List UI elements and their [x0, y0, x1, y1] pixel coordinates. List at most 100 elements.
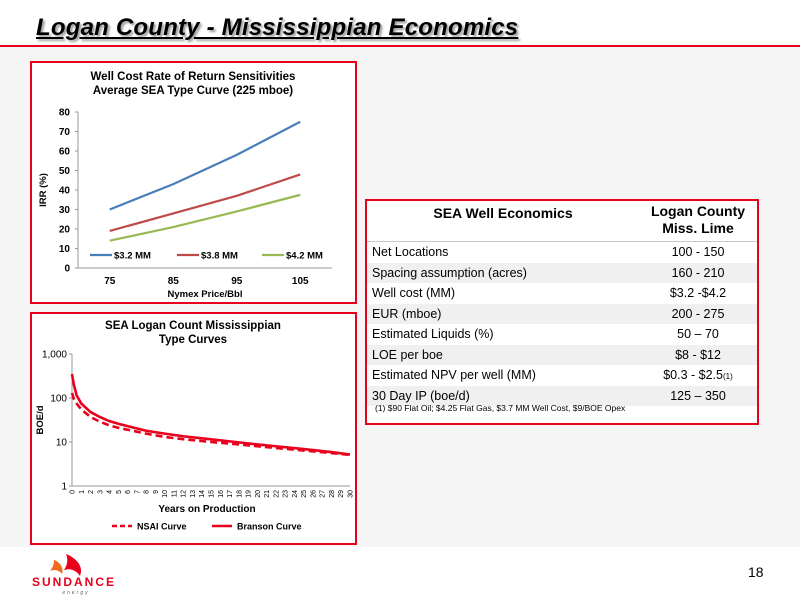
series-line	[109, 173, 301, 233]
y-tick-label: 10	[56, 438, 68, 449]
table-row-value: $8 - $12	[675, 347, 721, 362]
table-footnote: (1) $90 Flat Oil; $4.25 Flat Gas, $3.7 M…	[375, 403, 626, 413]
table-row-label: Net Locations	[372, 245, 449, 260]
table-row-label: Estimated Liquids (%)	[372, 327, 494, 342]
table-body: Net Locations 100 - 150 Spacing assumption…	[367, 242, 757, 406]
x-tick-label: 1	[79, 490, 86, 494]
table-row-label: Well cost (MM)	[372, 286, 456, 301]
x-axis-label: Years on Production	[158, 504, 255, 515]
chart-subtitle: Average SEA Type Curve (225 mboe)	[93, 85, 293, 97]
table-row-label: LOE per boe	[372, 347, 443, 362]
table-header-right: Logan County Miss. Lime	[639, 201, 757, 241]
x-tick-label: 18	[236, 490, 243, 498]
x-tick-label: 26	[310, 490, 317, 498]
table-row: Net Locations 100 - 150	[367, 242, 757, 263]
slide-title: Logan County - Mississippian Economics	[36, 14, 519, 41]
table-row-label: EUR (mboe)	[372, 306, 442, 321]
x-tick-label: 27	[320, 490, 327, 498]
sun-flame-icon	[50, 554, 82, 576]
irr-chart: Well Cost Rate of Return Sensitivities Av…	[38, 71, 332, 300]
x-tick-label: 21	[264, 490, 271, 498]
chart-title: Well Cost Rate of Return Sensitivities	[91, 71, 296, 83]
chart-title: SEA Logan Count Mississippian	[105, 320, 281, 332]
y-tick-label: 40	[59, 186, 71, 197]
x-axis-label: Nymex Price/Bbl	[168, 289, 243, 300]
table-row: Well cost (MM) $3.2 -$4.2	[367, 283, 757, 304]
table-header-left: SEA Well Economics	[433, 205, 573, 221]
type-curve-chart: SEA Logan Count Mississippian Type Curves…	[35, 320, 355, 532]
y-tick-label: 100	[50, 394, 67, 405]
chart-subtitle: Type Curves	[159, 334, 227, 346]
table-row-value: 100 - 150	[671, 245, 725, 260]
y-tick-label: 1,000	[42, 350, 67, 361]
series-line	[70, 392, 351, 457]
y-tick-label: 60	[59, 147, 71, 158]
x-tick-label: 17	[227, 490, 234, 498]
x-tick-label: 13	[190, 490, 197, 498]
legend-label: $3.2 MM	[114, 251, 151, 262]
table-row: Spacing assumption (acres) 160 - 210	[367, 262, 757, 283]
x-tick-label: 12	[181, 490, 188, 498]
x-tick-label: 16	[218, 490, 225, 498]
x-tick-label: 25	[301, 490, 308, 498]
x-tick-label: 75	[104, 276, 116, 287]
title-rule	[0, 45, 800, 47]
table-header: SEA Well Economics Logan County Miss. Li…	[367, 201, 757, 242]
x-tick-label: 85	[168, 276, 180, 287]
series-line	[109, 120, 301, 211]
y-tick-label: 20	[59, 225, 71, 236]
table-header-right-line1: Logan County	[650, 203, 746, 219]
x-tick-label: 30	[348, 490, 355, 498]
well-economics-table: SEA Well Economics Logan County Miss. Li…	[365, 199, 759, 425]
x-tick-label: 20	[255, 490, 262, 498]
table-row-value: $0.3 - $2.5(1)	[663, 368, 733, 383]
table-row: LOE per boe $8 - $12	[367, 344, 757, 365]
irr-chart-panel: Well Cost Rate of Return Sensitivities Av…	[30, 61, 357, 304]
table-row: Estimated Liquids (%) 50 – 70	[367, 324, 757, 345]
x-tick-label: 8	[144, 490, 151, 494]
x-tick-label: 14	[199, 490, 206, 498]
sundance-logo: SUNDANCE energy	[32, 554, 116, 596]
x-tick-label: 7	[134, 490, 141, 494]
x-tick-label: 22	[273, 490, 280, 498]
x-tick-label: 28	[329, 490, 336, 498]
y-axis-label: IRR (%)	[38, 173, 49, 207]
x-tick-label: 95	[231, 276, 243, 287]
table-row-label: Spacing assumption (acres)	[372, 265, 527, 280]
series-line	[109, 193, 301, 242]
table-row-note: (1)	[722, 372, 733, 382]
logo-subtext: energy	[62, 590, 89, 596]
x-tick-label: 0	[70, 490, 77, 494]
x-tick-label: 4	[107, 490, 114, 494]
table-row: 30 Day IP (boe/d) 125 – 350	[367, 385, 757, 406]
table-row-label: Estimated NPV per well (MM)	[372, 368, 536, 383]
y-tick-label: 70	[59, 127, 71, 138]
x-tick-label: 5	[116, 490, 123, 494]
table-row-value: 200 - 275	[671, 306, 725, 321]
x-tick-label: 9	[153, 490, 160, 494]
logo-wordmark: SUNDANCE	[32, 575, 116, 589]
type-curve-chart-panel: SEA Logan Count Mississippian Type Curves…	[30, 312, 357, 545]
x-tick-label: 2	[88, 490, 95, 494]
y-axis-label: BOE/d	[35, 405, 46, 434]
table-row-value: 160 - 210	[671, 265, 725, 280]
x-tick-label: 11	[171, 490, 178, 497]
x-tick-label: 10	[162, 490, 169, 498]
page-number: 18	[748, 564, 764, 580]
table-row-label: 30 Day IP (boe/d)	[372, 388, 470, 403]
table-row-value: 125 – 350	[670, 388, 726, 403]
table-header-right-line2: Miss. Lime	[662, 220, 734, 236]
y-tick-label: 0	[64, 264, 70, 275]
legend-label: $4.2 MM	[286, 251, 323, 262]
x-tick-label: 29	[338, 490, 345, 498]
x-tick-label: 23	[283, 490, 290, 498]
x-tick-label: 105	[292, 276, 309, 287]
y-tick-label: 30	[59, 205, 71, 216]
table-row: Estimated NPV per well (MM) $0.3 - $2.5(1…	[367, 365, 757, 386]
table-row-value: $3.2 -$4.2	[669, 286, 727, 301]
x-tick-label: 3	[97, 490, 104, 494]
legend-label: $3.8 MM	[201, 251, 238, 262]
x-tick-label: 6	[125, 490, 132, 494]
table-row: EUR (mboe) 200 - 275	[367, 303, 757, 324]
y-tick-label: 10	[59, 244, 71, 255]
